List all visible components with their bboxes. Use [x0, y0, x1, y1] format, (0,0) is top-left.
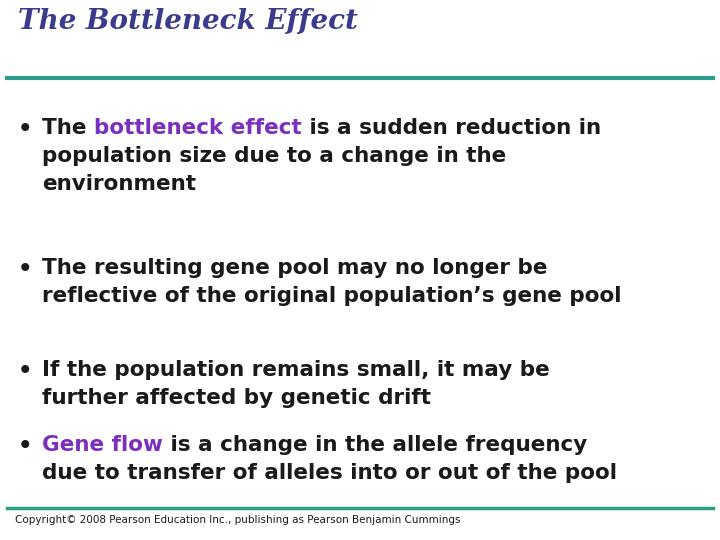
Text: reflective of the original population’s gene pool: reflective of the original population’s … [42, 286, 621, 306]
Text: •: • [18, 118, 32, 141]
Text: is a change in the allele frequency: is a change in the allele frequency [163, 435, 587, 455]
Text: bottleneck effect: bottleneck effect [94, 118, 302, 138]
Text: The resulting gene pool may no longer be: The resulting gene pool may no longer be [42, 258, 547, 278]
Text: The: The [42, 118, 94, 138]
Text: further affected by genetic drift: further affected by genetic drift [42, 388, 431, 408]
Text: population size due to a change in the: population size due to a change in the [42, 146, 506, 166]
Text: environment: environment [42, 174, 196, 194]
Text: •: • [18, 258, 32, 281]
Text: •: • [18, 435, 32, 458]
Text: is a sudden reduction in: is a sudden reduction in [302, 118, 601, 138]
Text: •: • [18, 360, 32, 383]
Text: The Bottleneck Effect: The Bottleneck Effect [18, 8, 358, 35]
Text: due to transfer of alleles into or out of the pool: due to transfer of alleles into or out o… [42, 463, 617, 483]
Text: Gene flow: Gene flow [42, 435, 163, 455]
Text: If the population remains small, it may be: If the population remains small, it may … [42, 360, 550, 380]
Text: Copyright© 2008 Pearson Education Inc., publishing as Pearson Benjamin Cummings: Copyright© 2008 Pearson Education Inc., … [15, 515, 461, 525]
